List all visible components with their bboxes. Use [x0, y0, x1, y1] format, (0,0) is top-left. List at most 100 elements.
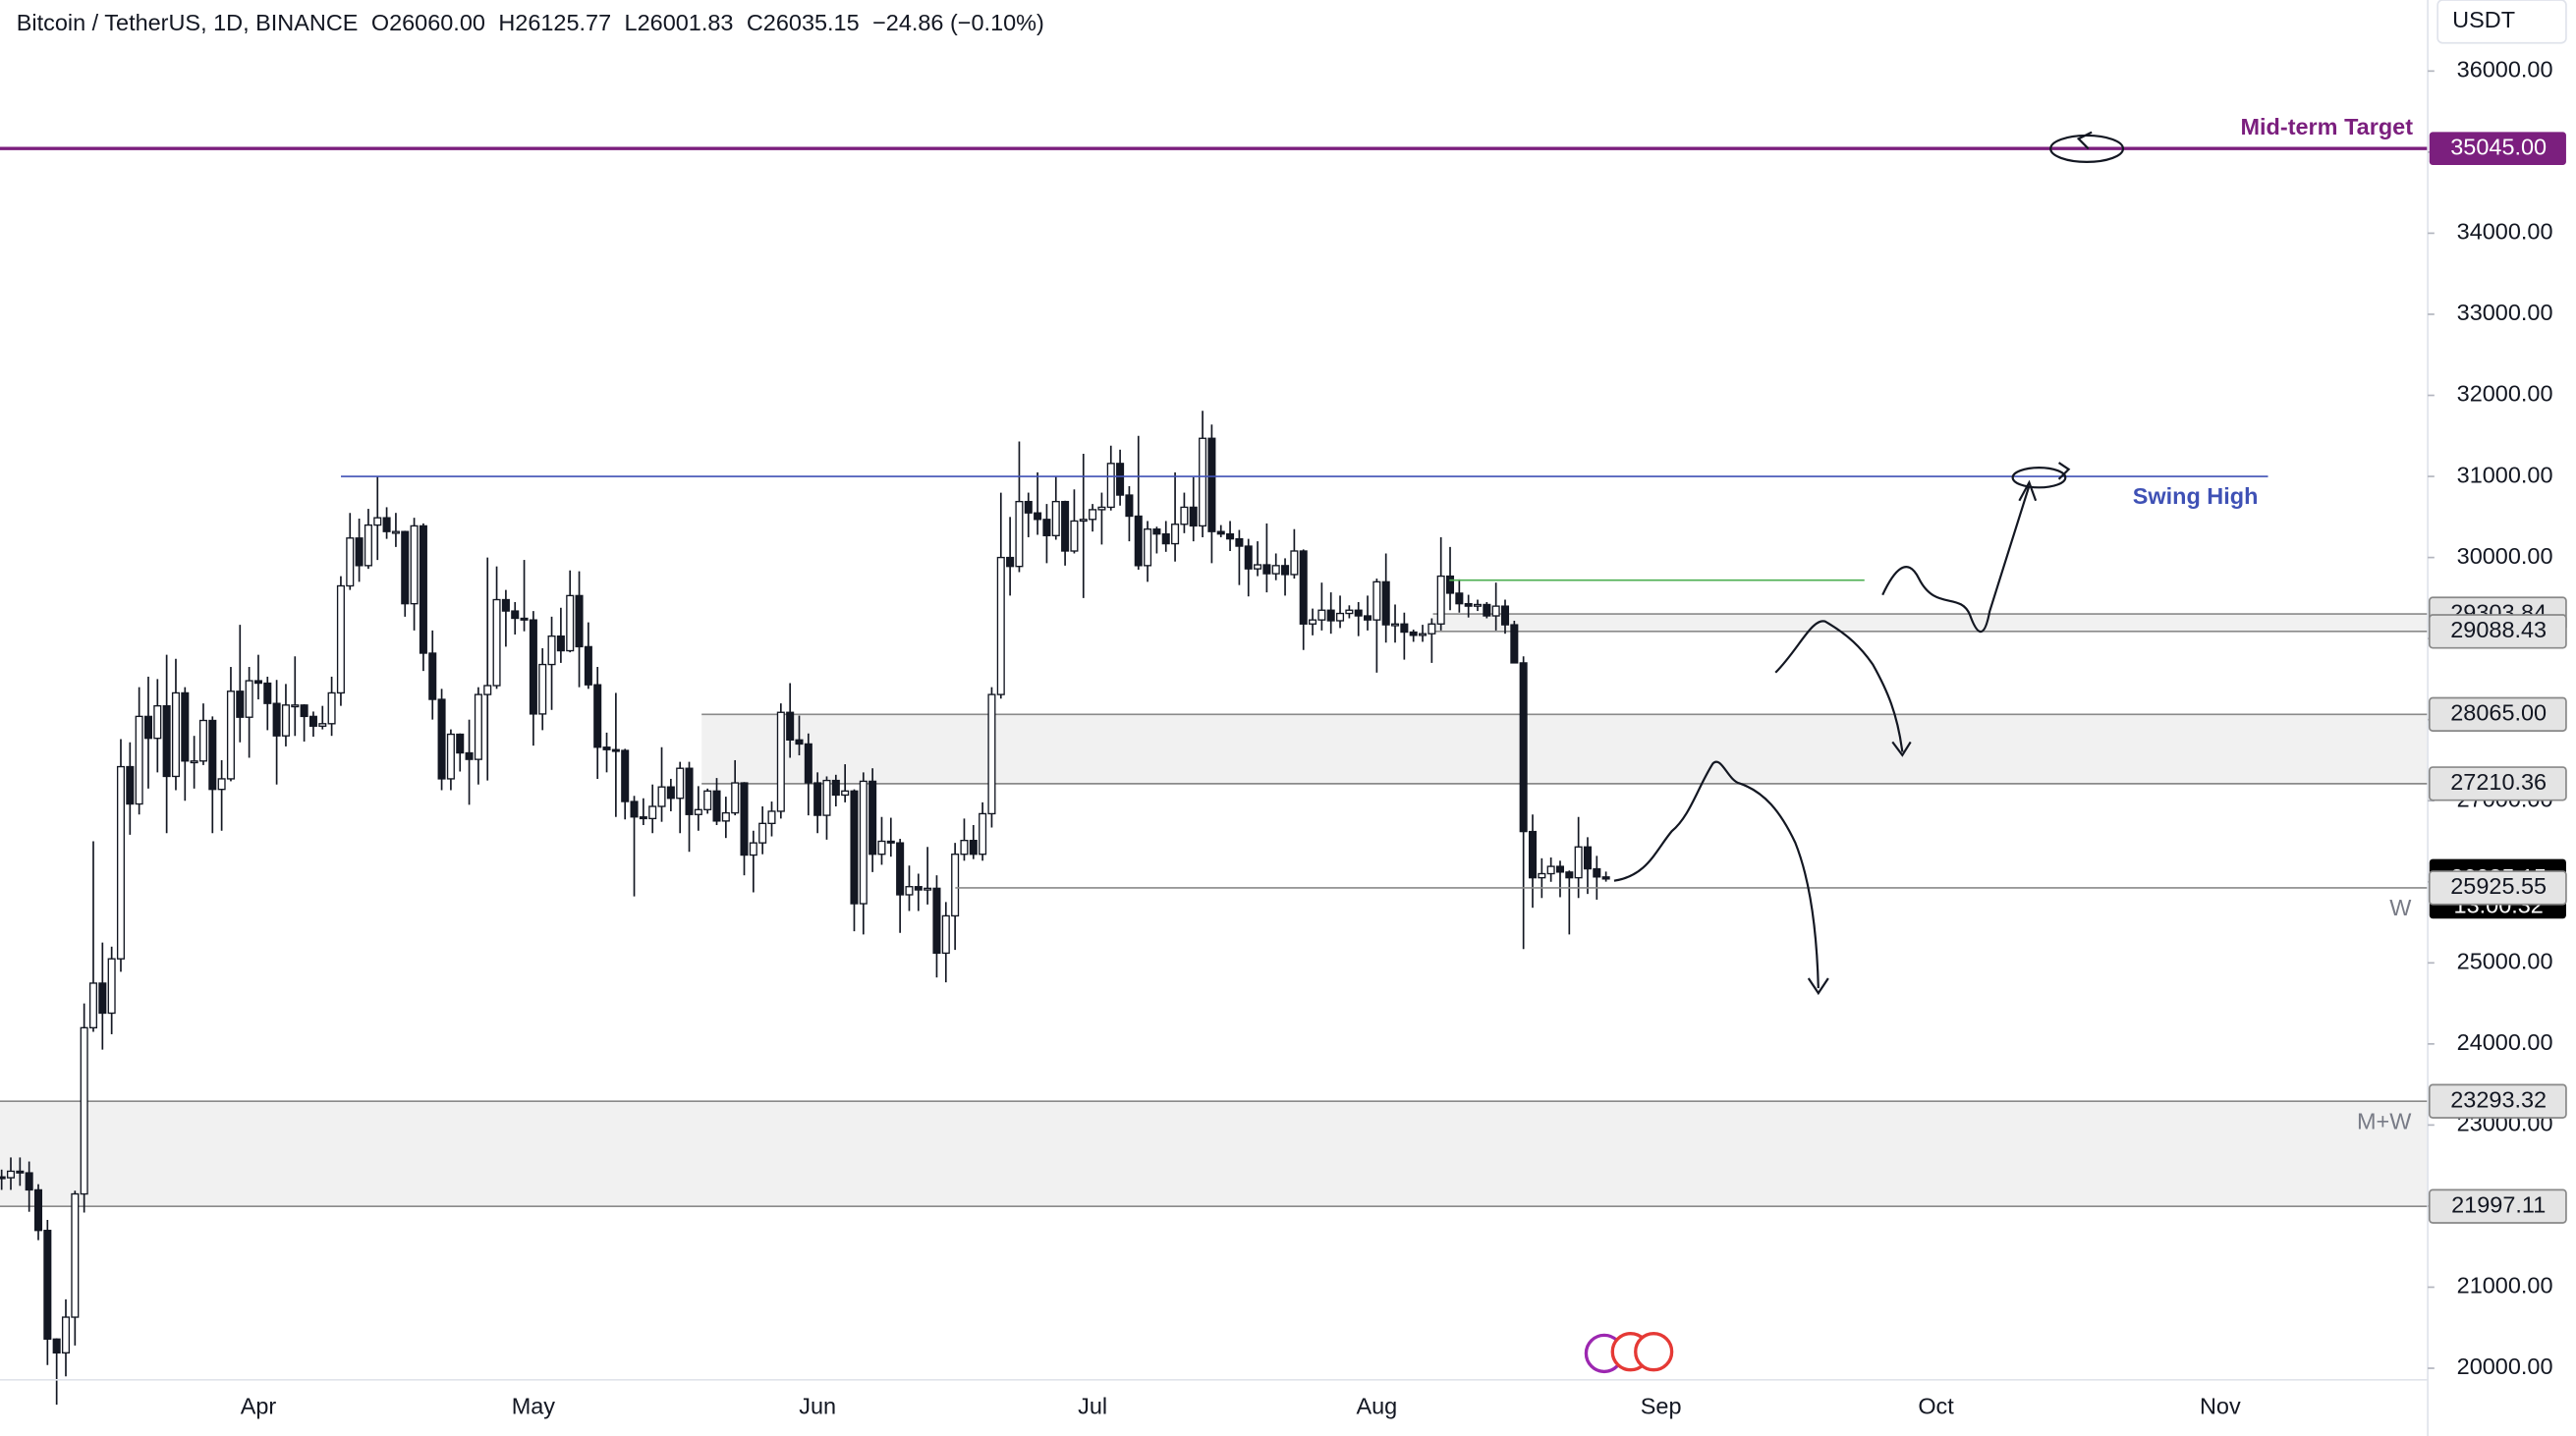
candle-body	[483, 685, 492, 695]
candle-body	[868, 780, 877, 856]
target-arrow	[2076, 131, 2093, 150]
candle-body	[253, 680, 262, 685]
header: Bitcoin / TetherUS, 1D, BINANCE O26060.00…	[17, 10, 1044, 35]
candle-body	[1299, 550, 1308, 625]
hand-drawings	[1613, 131, 2125, 996]
y-tick-label: 31000.00	[2457, 462, 2553, 487]
candle-body	[886, 840, 895, 844]
candle-body	[410, 525, 419, 605]
candle-body	[1061, 500, 1070, 552]
x-tick-label: May	[512, 1394, 556, 1419]
candle-body	[1180, 506, 1189, 525]
price-tag-label: 35045.00	[2450, 134, 2547, 159]
low: L26001.83	[625, 10, 734, 35]
w-label: W	[2389, 895, 2412, 920]
candle-body	[428, 652, 437, 700]
y-tick-label: 24000.00	[2457, 1029, 2553, 1055]
candle-body	[1125, 494, 1134, 518]
candles	[0, 411, 1610, 1406]
candle-body	[749, 842, 757, 856]
change: −24.86 (−0.10%)	[872, 10, 1044, 35]
open: O26060.00	[371, 10, 485, 35]
candle-body	[566, 594, 575, 652]
candle-body	[401, 530, 410, 605]
candle-body	[584, 645, 592, 686]
price-tag	[2428, 870, 2567, 906]
candle-body	[657, 786, 666, 807]
candle-body	[135, 715, 143, 805]
candle-body	[575, 594, 584, 648]
candle-body	[245, 680, 253, 718]
candle-body	[1226, 532, 1235, 540]
candle-body	[281, 704, 290, 737]
candle-body	[1500, 605, 1510, 626]
candle-body	[1152, 528, 1161, 535]
candle-body	[703, 790, 712, 810]
scenario-path	[1774, 620, 1912, 757]
candle-body	[1464, 602, 1473, 607]
price-tag	[2428, 614, 2567, 649]
candle-body	[621, 749, 630, 802]
candle-body	[308, 715, 317, 727]
candle-body	[1309, 619, 1317, 625]
candle-body	[1034, 512, 1042, 521]
candle-body	[648, 805, 657, 820]
candle-body	[1546, 865, 1555, 875]
candle-body	[291, 704, 300, 708]
candle-body	[712, 790, 721, 822]
candle-body	[1244, 545, 1253, 570]
candle-body	[932, 887, 941, 955]
candle-body	[1326, 609, 1335, 622]
candle-body	[43, 1230, 52, 1340]
candle-body	[630, 801, 639, 818]
candle-body	[1070, 520, 1079, 552]
candle-body	[951, 854, 960, 917]
y-tick-label: 21000.00	[2457, 1273, 2553, 1298]
logo	[1584, 1332, 1674, 1374]
candle-body	[263, 682, 272, 704]
price-tag-label: 27210.36	[2450, 769, 2547, 795]
price-tag-label: 29088.43	[2450, 617, 2547, 642]
candle-body	[52, 1338, 61, 1354]
price-tag-label: 23293.32	[2450, 1086, 2547, 1112]
candle-body	[456, 733, 465, 754]
candle-body	[318, 723, 327, 727]
candle-body	[474, 693, 482, 760]
y-tick-label: 30000.00	[2457, 543, 2553, 569]
candle-body	[1565, 871, 1574, 879]
zone	[0, 1101, 2429, 1207]
candle-body	[61, 1316, 71, 1354]
candle-body	[1290, 550, 1299, 576]
candle-body	[529, 619, 537, 715]
candle-body	[25, 1172, 33, 1191]
candle-body	[1455, 592, 1464, 605]
candle-body	[721, 811, 730, 822]
price-tag	[2428, 1188, 2567, 1224]
scenario-path	[1881, 479, 2038, 634]
candle-body	[1372, 580, 1381, 621]
price-tag-label: 21997.11	[2451, 1191, 2546, 1217]
candle-body	[1483, 603, 1491, 617]
candle-body	[1345, 609, 1354, 615]
x-tick-label: Aug	[1356, 1394, 1397, 1419]
candle-body	[492, 598, 501, 687]
candle-body	[511, 610, 520, 620]
candle-body	[1409, 631, 1418, 636]
candle-body	[272, 702, 281, 737]
candle-body	[795, 739, 804, 746]
candle-body	[1538, 872, 1546, 879]
price-tag	[2429, 132, 2566, 165]
candle-body	[1015, 500, 1024, 568]
candle-body	[116, 765, 126, 960]
candle-body	[190, 760, 198, 764]
swing-high-label: Swing High	[2133, 483, 2259, 509]
target-label: Mid-term Target	[2241, 114, 2414, 139]
candle-body	[6, 1170, 16, 1179]
y-tick-label: 25000.00	[2457, 948, 2553, 973]
candle-body	[382, 517, 391, 532]
candle-body	[88, 982, 98, 1029]
candle-body	[419, 525, 427, 654]
symbol: Bitcoin / TetherUS, 1D, BINANCE	[17, 10, 359, 35]
candle-body	[1364, 615, 1372, 621]
candle-body	[602, 746, 611, 750]
